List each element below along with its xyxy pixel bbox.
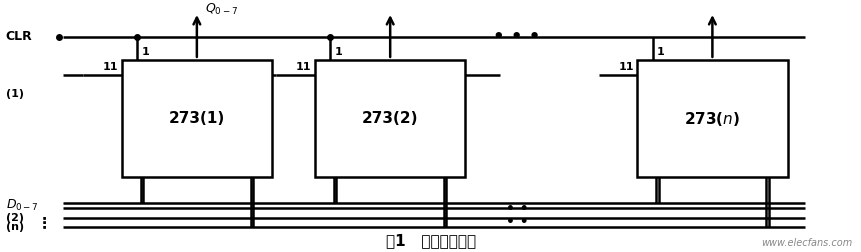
Text: 图1   数据并行方式: 图1 数据并行方式 — [386, 233, 475, 248]
Text: 273($n$): 273($n$) — [684, 110, 740, 128]
Bar — [636, 60, 787, 177]
Text: • • •: • • • — [492, 28, 540, 46]
Text: CLR: CLR — [6, 30, 33, 43]
Text: 273(2): 273(2) — [362, 111, 418, 126]
Bar — [314, 60, 465, 177]
Text: (2): (2) — [6, 213, 23, 223]
Text: 1: 1 — [334, 47, 342, 57]
Text: 273(1): 273(1) — [169, 111, 225, 126]
Text: 11: 11 — [102, 62, 118, 72]
Text: (n): (n) — [6, 222, 24, 232]
Bar — [121, 60, 272, 177]
Text: • •
• •: • • • • — [505, 202, 528, 229]
Text: ⋮: ⋮ — [37, 215, 52, 230]
Text: 11: 11 — [617, 62, 633, 72]
Text: $D_{0-7}$: $D_{0-7}$ — [6, 198, 39, 213]
Text: (1): (1) — [6, 89, 23, 99]
Text: www.elecfans.com: www.elecfans.com — [760, 238, 851, 248]
Text: 11: 11 — [295, 62, 311, 72]
Text: $Q_{0-7}$: $Q_{0-7}$ — [205, 2, 238, 17]
Text: 1: 1 — [141, 47, 149, 57]
Text: 1: 1 — [656, 47, 664, 57]
